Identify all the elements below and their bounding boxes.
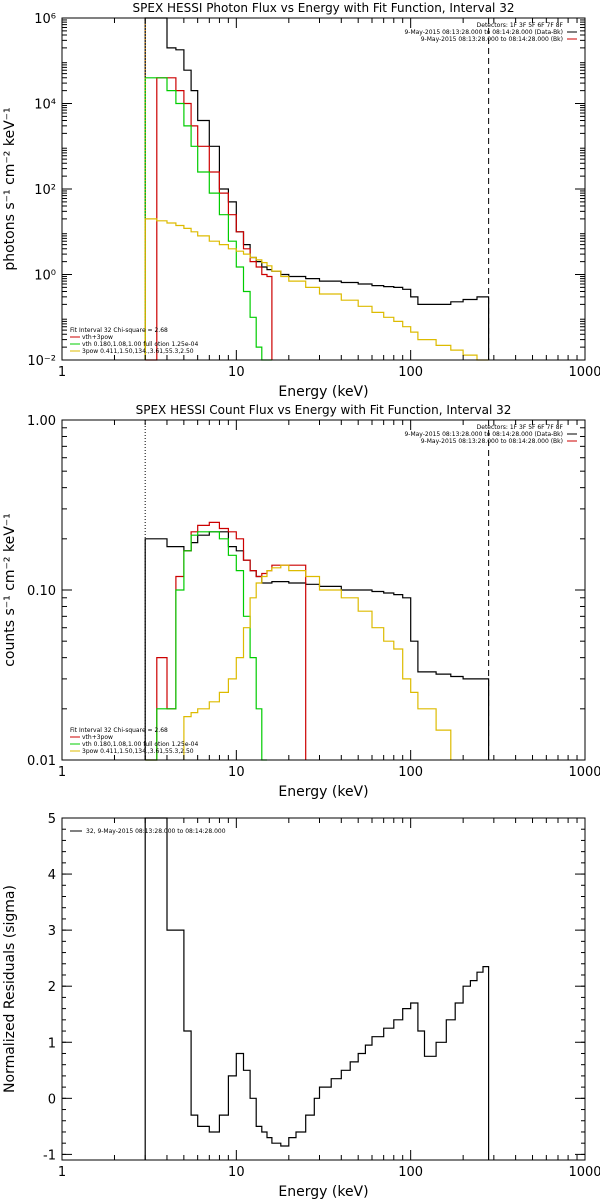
chart-0-legend-top-2: 9-May-2015 08:13:28.000 to 08:14:28.000 … <box>421 36 563 43</box>
chart-1-ytick-label-1: 0.10 <box>27 584 56 599</box>
chart-2-xtick-label-3: 1000 <box>568 1165 600 1180</box>
chart-1-ytick-label-2: 1.00 <box>27 414 56 429</box>
chart-0-title: SPEX HESSI Photon Flux vs Energy with Fi… <box>133 1 515 15</box>
chart-1-legend-bottom-0: vth+3pow <box>82 734 113 741</box>
chart-0-xtick-label-3: 1000 <box>568 365 600 380</box>
chart-1-series-1 <box>145 521 307 761</box>
chart-2-ytick-label-4: 3 <box>48 924 56 939</box>
chart-2-ytick-label-0: -1 <box>43 1148 56 1163</box>
chart-0-xlabel: Energy (keV) <box>278 384 368 400</box>
chart-0-xtick-label-1: 10 <box>228 365 245 380</box>
chart-1-xtick-label-2: 100 <box>398 765 423 780</box>
chart-1-legend-bottom-2: 3pow 0.411,1.50,134.,3.61,55.3,2.50 <box>82 748 194 755</box>
chart-1-xlabel: Energy (keV) <box>278 784 368 800</box>
chart-1-ylabel: counts s⁻¹ cm⁻² keV⁻¹ <box>2 513 18 667</box>
chart-0-series-1 <box>145 77 273 361</box>
chart-0-legend-bottom-0: vth+3pow <box>82 334 113 341</box>
chart-0-series-2 <box>144 77 272 361</box>
chart-0-ytick-label-1: 10⁰ <box>34 269 56 284</box>
chart-0-series-0 <box>144 17 490 360</box>
chart-1-legend-bottom-1: vth 0.180,1.08,1.00 full otion 1.25e-04 <box>82 741 198 748</box>
chart-1-legend-top-0: Detectors: 1F 3F 5F 6F 7F 8F <box>477 424 564 431</box>
chart-0-xtick-label-0: 1 <box>58 365 66 380</box>
chart-0-legend-top-1: 9-May-2015 08:13:28.000 to 08:14:28.000 … <box>404 29 563 36</box>
chart-0-legend-top-0: Detectors: 1F 3F 5F 6F 7F 8F <box>477 22 564 29</box>
chart-0-ytick-label-3: 10⁴ <box>34 98 56 113</box>
chart-1-series-0 <box>144 531 490 760</box>
chart-1-xtick-label-3: 1000 <box>568 765 600 780</box>
chart-2-ytick-label-3: 2 <box>48 980 56 995</box>
chart-2-ytick-label-5: 4 <box>48 868 56 883</box>
chart-0-fit-text: Fit Interval 32 Chi-square = 2.68 <box>70 327 168 334</box>
chart-1-xtick-label-0: 1 <box>58 765 66 780</box>
chart-2-ytick-label-1: 0 <box>48 1092 56 1107</box>
chart-1-legend-top-1: 9-May-2015 08:13:28.000 to 08:14:28.000 … <box>404 431 563 438</box>
chart-0-xtick-label-2: 100 <box>398 365 423 380</box>
chart-0-frame <box>61 17 586 361</box>
chart-2-xtick-label-1: 10 <box>228 1165 245 1180</box>
chart-2-frame <box>61 817 586 1161</box>
chart-1-series-3 <box>183 564 452 760</box>
chart-0-ytick-label-4: 10⁶ <box>34 12 56 27</box>
chart-0-legend-bottom-1: vth 0.180,1.08,1.00 full otion 1.25e-04 <box>82 341 198 348</box>
chart-1-ytick-label-0: 0.01 <box>27 754 56 769</box>
chart-2-xtick-label-2: 100 <box>398 1165 423 1180</box>
chart-0-legend-bottom-2: 3pow 0.411,1.50,134.,3.61,55.3,2.50 <box>82 348 194 355</box>
chart-2-ytick-label-2: 1 <box>48 1036 56 1051</box>
chart-2-xlabel: Energy (keV) <box>278 1184 368 1200</box>
chart-0-series-3 <box>144 218 489 361</box>
chart-2-ylabel: Normalized Residuals (sigma) <box>2 885 18 1093</box>
chart-2-xtick-label-0: 1 <box>58 1165 66 1180</box>
chart-1-xtick-label-1: 10 <box>228 765 245 780</box>
chart-0-ytick-label-0: 10⁻² <box>27 354 56 369</box>
chart-2-ytick-label-6: 5 <box>48 812 56 827</box>
chart-0-ytick-label-2: 10² <box>34 183 56 198</box>
chart-1-fit-text: Fit Interval 32 Chi-square = 2.68 <box>70 727 168 734</box>
chart-0-ylabel: photons s⁻¹ cm⁻² keV⁻¹ <box>2 107 18 270</box>
chart-1-series-2 <box>145 531 267 761</box>
chart-1-title: SPEX HESSI Count Flux vs Energy with Fit… <box>136 403 512 417</box>
chart-2-series-0 <box>144 817 490 1160</box>
chart-2-legend-top-0: 32, 9-May-2015 08:13:28.000 to 08:14:28.… <box>86 828 226 835</box>
chart-1-legend-top-2: 9-May-2015 08:13:28.000 to 08:14:28.000 … <box>421 438 563 445</box>
